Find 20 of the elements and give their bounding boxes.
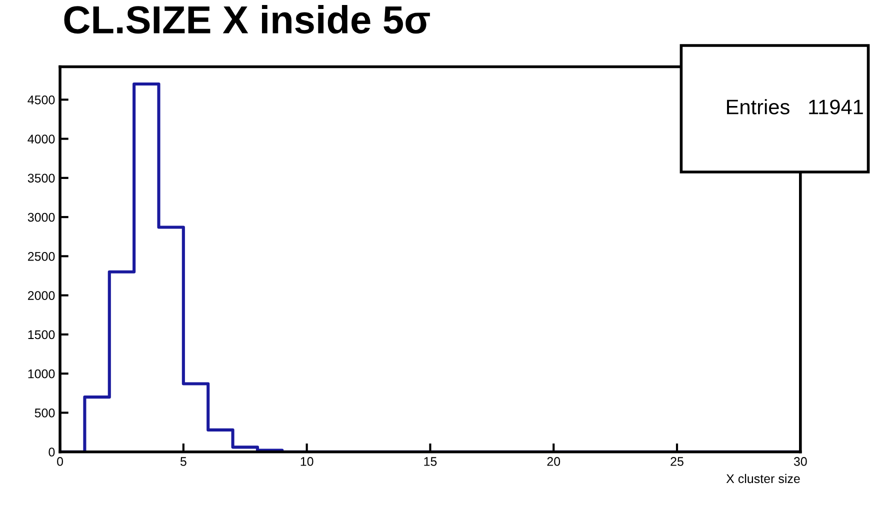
y-tick-label: 500 — [34, 408, 55, 418]
y-tick-label: 1500 — [28, 330, 55, 340]
x-tick-label: 15 — [424, 457, 437, 466]
y-tick-label: 4000 — [28, 134, 55, 144]
annotation: Entries 11941 — [727, 99, 863, 114]
x-tick-label: 30 — [794, 457, 807, 466]
y-tick-label: 3000 — [28, 212, 55, 222]
x-tick-label: 10 — [300, 457, 314, 466]
x-axis-title: X cluster size — [726, 474, 800, 484]
x-tick-label: 5 — [180, 457, 186, 466]
x-tick-label: 20 — [547, 457, 560, 466]
y-tick-label: 2500 — [28, 252, 55, 261]
chart-title: CL.SIZE X inside 5σ — [64, 5, 430, 34]
x-tick-label: 0 — [57, 457, 64, 466]
y-tick-label: 4500 — [28, 95, 55, 104]
x-tick-label: 25 — [670, 457, 684, 466]
y-tick-label: 3500 — [28, 174, 55, 183]
y-tick-label: 1000 — [28, 369, 55, 378]
y-tick-label: 0 — [48, 448, 55, 457]
y-tick-label: 2000 — [28, 291, 55, 300]
